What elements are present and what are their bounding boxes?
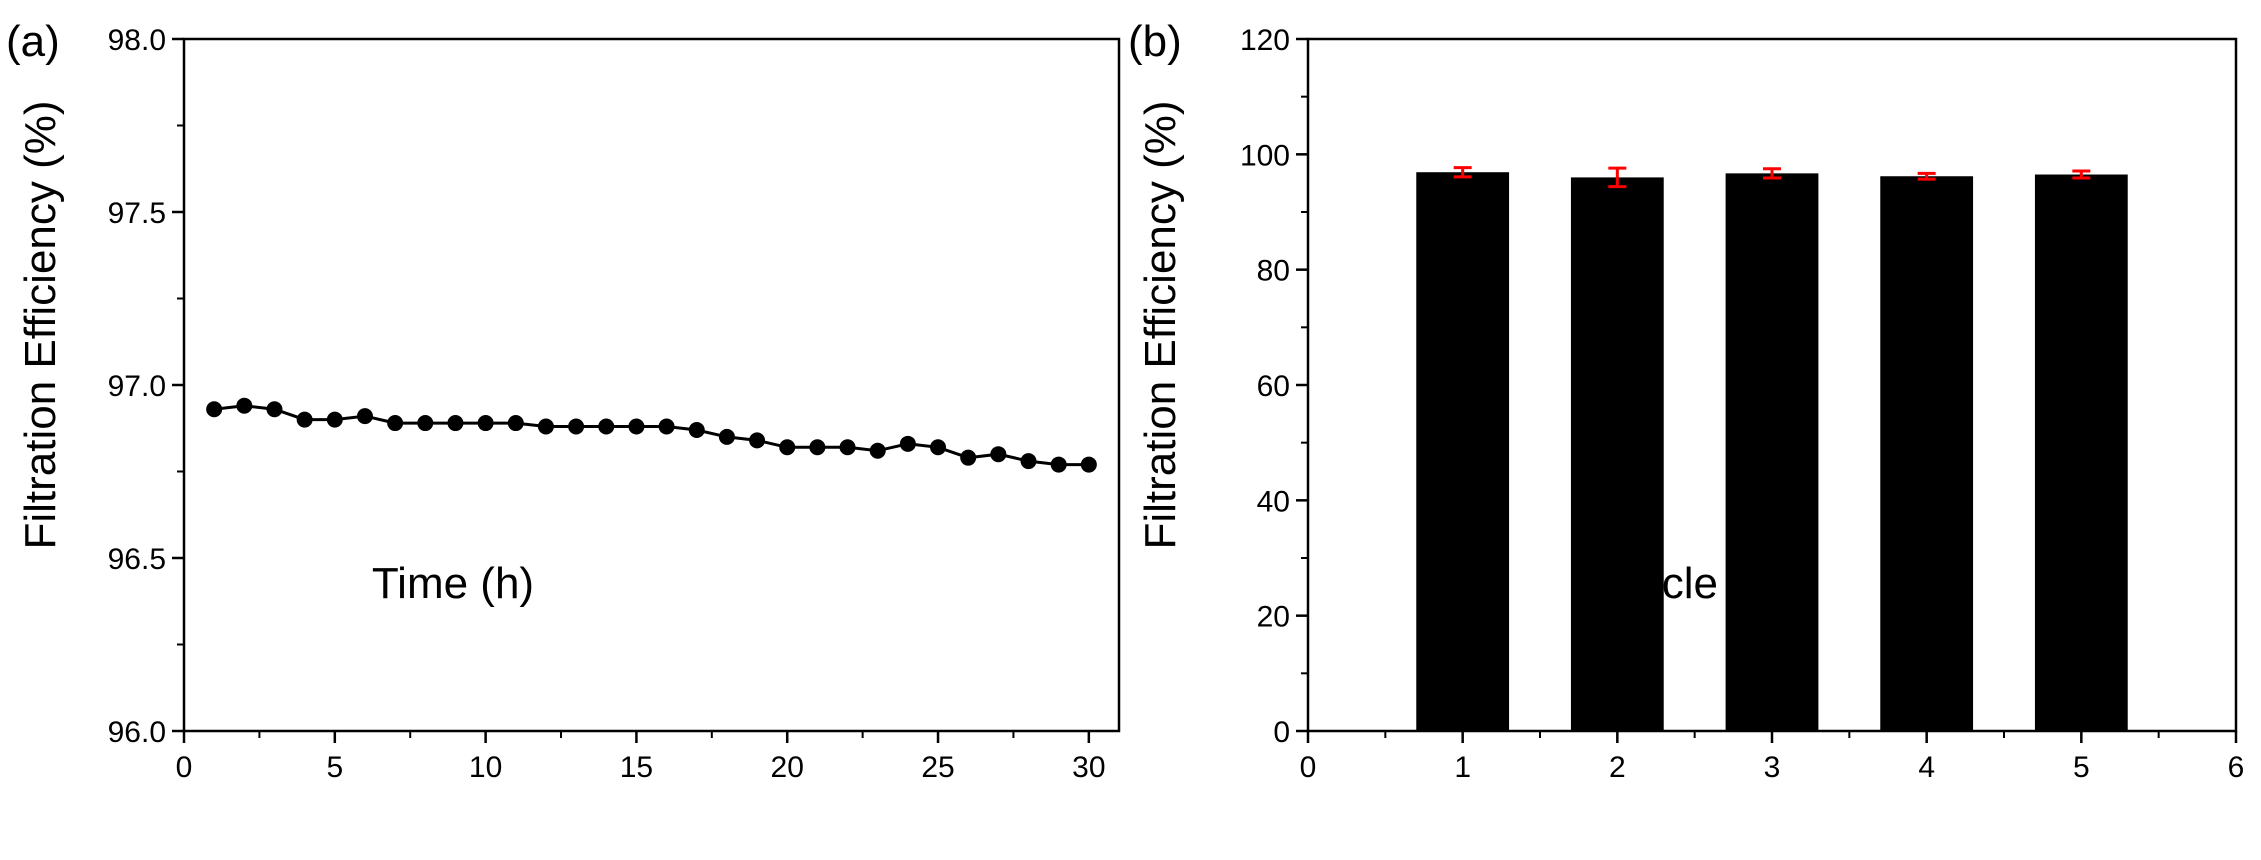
panel-a-data-point	[899, 435, 916, 452]
panel-a-data-point	[688, 421, 705, 438]
panel-a-x-tick-label: 10	[469, 751, 502, 784]
panel-b-bar	[1416, 172, 1510, 731]
panel-a-data-point	[960, 449, 977, 466]
panel-b-bar	[1725, 173, 1819, 731]
panel-a-y-axis-title: Filtration Efficiency (%)	[16, 100, 65, 549]
panel-b-bar	[1570, 177, 1664, 731]
panel-b-y-tick-label: 100	[1240, 139, 1290, 172]
panel-a-y-tick-label: 98.0	[108, 24, 166, 57]
panel-a-data-point	[839, 439, 856, 456]
panel-a-ticks: 0 5 10 15 20 25 30 96.0 96.5 97.0 97.5 98.0	[108, 24, 1106, 784]
panel-a-data-point	[1050, 456, 1067, 473]
panel-a-x-tick-label: 5	[326, 751, 343, 784]
panel-b-y-tick-label: 60	[1257, 370, 1290, 403]
panel-a-data-point	[507, 415, 524, 432]
panel-a-y-tick-label: 97.0	[108, 370, 166, 403]
panel-b-y-tick-label: 80	[1257, 255, 1290, 288]
panel-b-label: (b)	[1128, 17, 1182, 66]
panel-a-data-point	[990, 446, 1007, 463]
panel-a-y-tick-label: 97.5	[108, 197, 166, 230]
panel-a-line-chart: (a) Filtration Efficiency (%) Time (h) 0…	[6, 17, 1121, 784]
panel-a-data-point	[930, 439, 947, 456]
panel-a-data-point	[869, 442, 886, 459]
panel-a-x-tick-label: 30	[1072, 751, 1105, 784]
panel-b-plot-area	[1306, 37, 2238, 733]
panel-b-y-tick-label: 0	[1273, 716, 1290, 749]
panel-a-data-point	[206, 401, 223, 418]
panel-a-data-point	[1020, 453, 1037, 470]
panel-a-data-point	[568, 418, 585, 435]
panel-b-y-tick-label: 20	[1257, 601, 1290, 634]
panel-a-data-point	[296, 411, 313, 428]
panel-a-x-axis-title: Time (h)	[372, 559, 534, 608]
panel-a-series-line	[214, 404, 1089, 467]
panel-a-plot-area	[182, 37, 1121, 733]
panel-b-bar	[2034, 174, 2128, 731]
panel-a-data-point	[537, 418, 554, 435]
panel-b-x-tick-label: 5	[2073, 751, 2090, 784]
panel-b-y-tick-label: 120	[1240, 24, 1290, 57]
panel-a-data-point	[779, 439, 796, 456]
panel-a-frame	[182, 37, 1121, 733]
panel-a-data-point	[477, 415, 494, 432]
panel-a-data-point	[447, 415, 464, 432]
panel-a-x-tick-label: 15	[620, 751, 653, 784]
panel-a-data-point	[326, 411, 343, 428]
panel-a-data-point	[356, 408, 373, 425]
panel-a-data-point	[387, 415, 404, 432]
panel-a-data-point	[628, 418, 645, 435]
panel-a-data-point	[809, 439, 826, 456]
panel-a-data-point	[718, 428, 735, 445]
panel-b-x-tick-label: 2	[1609, 751, 1626, 784]
panel-a-x-tick-label: 0	[176, 751, 193, 784]
panel-a-label: (a)	[6, 17, 60, 66]
panel-b-x-tick-label: 4	[1918, 751, 1935, 784]
panel-a-y-tick-label: 96.0	[108, 716, 166, 749]
panel-b-x-tick-label: 1	[1454, 751, 1471, 784]
panel-a-data-point	[598, 418, 615, 435]
panel-b-x-tick-label: 0	[1300, 751, 1317, 784]
panel-b-y-axis-title: Filtration Efficiency (%)	[1136, 100, 1185, 549]
panel-b-bar-chart: (b) Filtration Efficiency (%) Cycle 0123…	[1128, 17, 2244, 784]
panel-a-data-point	[266, 401, 283, 418]
panel-b-bar	[1880, 176, 1974, 731]
panel-a-x-tick-label: 20	[771, 751, 804, 784]
panel-a-data-point	[1080, 456, 1097, 473]
panel-a-data-point	[417, 415, 434, 432]
panel-b-x-tick-label: 3	[1764, 751, 1781, 784]
panel-b-x-tick-label: 6	[2228, 751, 2245, 784]
panel-a-data-point	[658, 418, 675, 435]
panel-a-x-tick-label: 25	[921, 751, 954, 784]
panel-a-data-point	[236, 397, 253, 414]
panel-a-data-point	[749, 432, 766, 449]
panel-b-y-tick-label: 40	[1257, 485, 1290, 518]
panel-a-y-tick-label: 96.5	[108, 543, 166, 576]
